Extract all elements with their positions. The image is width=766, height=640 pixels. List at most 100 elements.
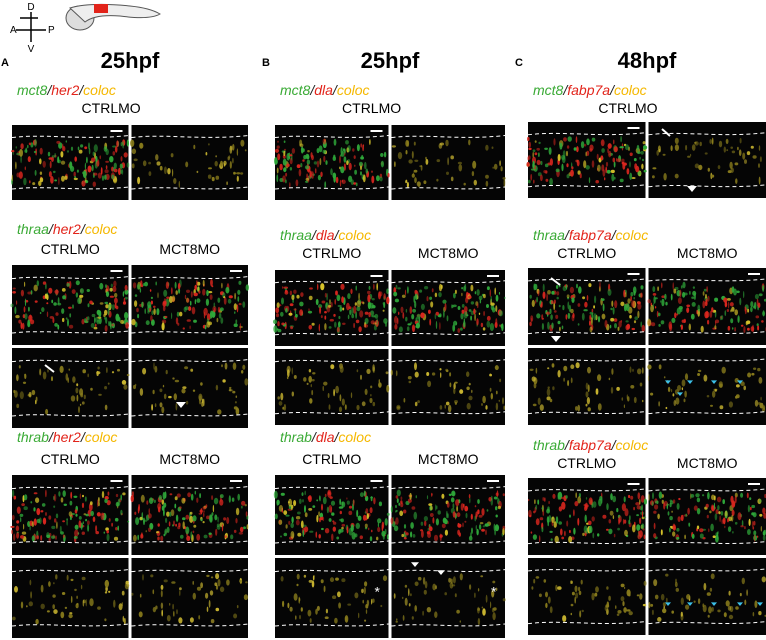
signal [569,514,571,518]
signal [323,381,328,386]
signal [136,284,141,290]
signal [77,146,80,151]
signal [234,401,237,404]
signal [589,314,592,321]
signal [133,158,138,162]
signal [175,514,179,522]
signal [318,323,320,332]
signal [728,401,734,408]
signal [108,303,111,310]
signal [611,300,614,307]
signal [82,494,84,498]
signal [179,590,181,596]
signal [624,292,627,298]
signal [583,309,588,312]
signal [355,311,357,319]
signal [759,513,763,517]
signal [454,289,457,294]
signal [152,606,157,613]
signal [749,497,752,500]
signal [413,141,416,146]
signal [304,490,306,496]
signal [762,310,765,317]
signal [134,294,138,297]
ventral-label: V [28,44,35,55]
signal [194,299,197,305]
signal [546,396,551,401]
signal [176,493,181,498]
signal [567,380,570,387]
signal [223,296,226,299]
signal [160,590,163,598]
signal [45,489,47,498]
signal [726,298,731,301]
signal [553,302,556,311]
signal [502,493,505,497]
signal [652,492,654,500]
signal [439,533,442,542]
signal [215,573,220,580]
signal [178,180,180,188]
signal [87,520,90,525]
signal [83,394,86,400]
signal [763,529,766,535]
signal [715,321,717,326]
signal [556,296,559,300]
signal [356,144,360,152]
signal [410,522,414,529]
signal [566,294,570,299]
signal [287,501,290,504]
signal [683,398,686,403]
signal [60,151,64,158]
signal [635,165,640,173]
signal [624,586,626,590]
signal [743,291,745,299]
micrograph [527,348,646,425]
signal [358,326,362,333]
condition-label: MCT8MO [159,451,220,467]
signal [466,314,469,317]
signal [376,318,379,326]
signal [562,285,567,292]
signal [371,529,373,533]
gene-label-part: coloc [85,221,118,237]
signal [82,369,86,374]
signal [613,139,615,145]
gene-label-part: dla [316,227,335,243]
signal [344,404,347,410]
signal [354,164,356,167]
signal [207,291,213,294]
signal [307,150,310,153]
signal [139,288,142,293]
signal [687,507,690,515]
signal [145,530,147,533]
signal [560,528,563,536]
signal [12,287,16,290]
signal [72,304,74,309]
signal [186,298,190,303]
signal [393,525,399,532]
signal [115,305,119,310]
signal [229,145,233,151]
signal [547,290,551,295]
signal [352,499,355,507]
signal [722,517,726,525]
signal [191,306,196,315]
signal [535,576,540,579]
signal [474,505,477,508]
signal [313,161,318,165]
signal [688,323,691,331]
signal [33,150,37,154]
signal [630,292,634,297]
signal [497,505,501,510]
signal [567,312,571,319]
signal [459,620,461,623]
signal [309,530,314,533]
signal [84,146,88,150]
signal [238,280,242,285]
signal [380,153,384,157]
signal [757,302,761,308]
arrowhead [687,602,693,606]
tissue-outline [274,280,389,284]
signal [185,526,190,535]
